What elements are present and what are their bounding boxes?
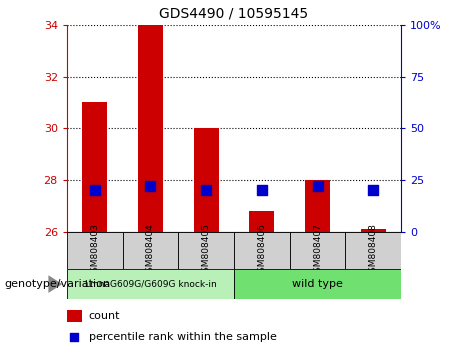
- Point: [370, 188, 377, 193]
- Point: [71, 334, 78, 339]
- Bar: [234, 269, 401, 299]
- Text: GSM808403: GSM808403: [90, 223, 99, 278]
- Title: GDS4490 / 10595145: GDS4490 / 10595145: [160, 7, 308, 21]
- Bar: [290, 232, 345, 269]
- Bar: [361, 229, 386, 232]
- Bar: [305, 180, 330, 232]
- Text: count: count: [89, 311, 120, 321]
- Bar: [194, 128, 219, 232]
- Bar: [123, 232, 178, 269]
- Bar: [67, 269, 234, 299]
- Text: GSM808405: GSM808405: [201, 223, 211, 278]
- Bar: [67, 310, 82, 322]
- Text: wild type: wild type: [292, 279, 343, 289]
- Text: GSM808408: GSM808408: [369, 223, 378, 278]
- Bar: [345, 232, 401, 269]
- Text: GSM808404: GSM808404: [146, 223, 155, 278]
- Point: [202, 188, 210, 193]
- Bar: [82, 102, 107, 232]
- Text: percentile rank within the sample: percentile rank within the sample: [89, 332, 277, 342]
- Bar: [234, 232, 290, 269]
- Point: [91, 188, 98, 193]
- Bar: [67, 232, 123, 269]
- Point: [314, 183, 321, 189]
- Text: LmnaG609G/G609G knock-in: LmnaG609G/G609G knock-in: [84, 280, 216, 289]
- Point: [147, 183, 154, 189]
- Bar: [178, 232, 234, 269]
- Bar: [138, 25, 163, 232]
- Text: GSM808407: GSM808407: [313, 223, 322, 278]
- Point: [258, 188, 266, 193]
- Bar: [249, 211, 274, 232]
- Text: GSM808406: GSM808406: [257, 223, 266, 278]
- Polygon shape: [48, 275, 62, 293]
- Text: genotype/variation: genotype/variation: [5, 279, 111, 289]
